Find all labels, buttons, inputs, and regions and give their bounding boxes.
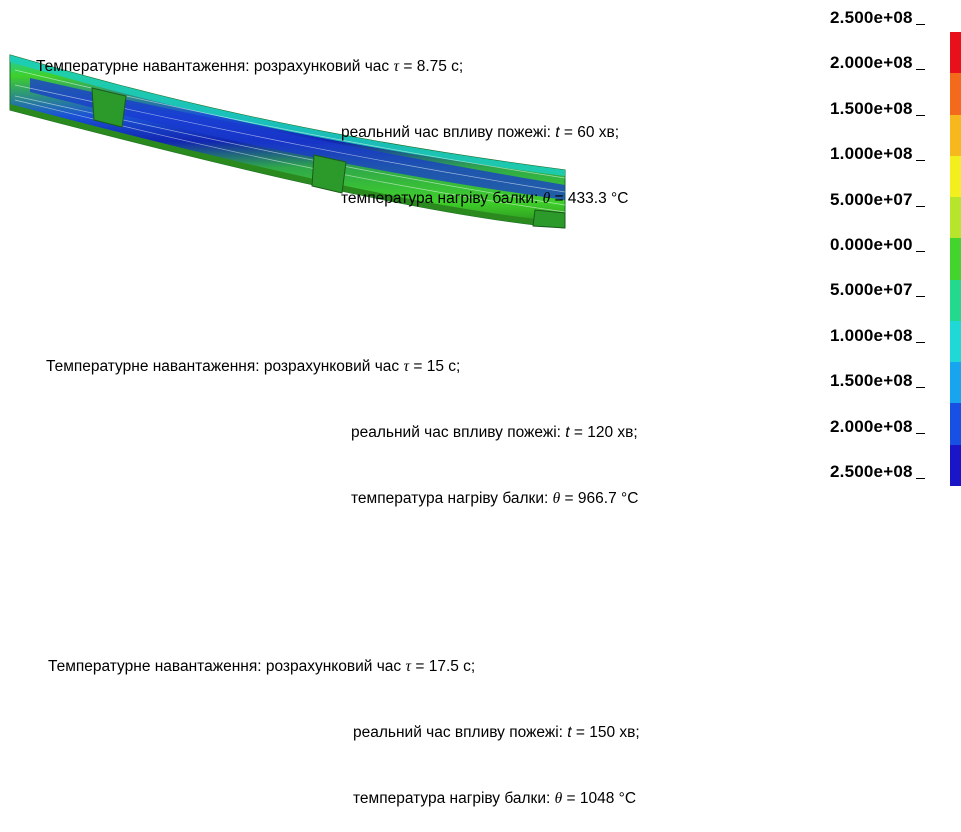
theta-symbol: θ [542,190,551,207]
beam-bottom-flange [10,104,565,228]
legend-color-band [950,73,961,115]
caption-text: реальний час впливу пожежі: [351,424,566,441]
caption-value: = 1048 °C [562,790,637,807]
caption-value: = 433.3 °C [550,190,629,207]
legend-label: 1.000e+08 [830,326,925,346]
theta-symbol: θ [554,790,563,807]
legend-label: 2.500e+08 [830,462,925,482]
caption-case-1: Температурне навантаження: розрахунковий… [36,12,628,232]
t-symbol: t [565,424,570,441]
beam-stiffener-3 [532,209,566,229]
caption-text: Температурне навантаження: розрахунковий… [46,358,404,375]
legend-color-band [950,444,961,486]
caption-3-line-1: Температурне навантаження: розрахунковий… [48,656,640,678]
beam-contour-lines [14,69,566,213]
tau-symbol: τ [403,358,410,375]
legend-label: 1.500e+08 [830,99,925,119]
tau-symbol: τ [393,58,400,75]
caption-text: Температурне навантаження: розрахунковий… [36,58,394,75]
legend-color-band [950,362,961,404]
caption-case-2: Температурне навантаження: розрахунковий… [46,312,638,532]
t-symbol: t [555,124,560,141]
caption-2-line-2: реальний час впливу пожежі: t = 120 хв; [46,422,638,444]
caption-value: = 150 хв; [571,724,640,741]
legend-color-band [950,197,961,239]
legend-label: 2.000e+08 [830,53,925,73]
caption-3-line-3: температура нагріву балки: θ = 1048 °C [48,788,640,810]
caption-1-line-1: Температурне навантаження: розрахунковий… [36,56,628,78]
legend-color-band [950,155,961,198]
legend-label: 5.000e+07 [830,280,925,300]
beam-stiffener-2 [311,154,347,194]
caption-1-line-2: реальний час впливу пожежі: t = 60 хв; [36,122,628,144]
caption-value: = 8.75 с; [399,58,464,75]
legend-label: 2.000e+08 [830,417,925,437]
legend-color-band [950,114,961,156]
tau-symbol: τ [405,658,412,675]
caption-value: = 120 хв; [569,424,638,441]
legend-label: 1.000e+08 [830,144,925,164]
theta-symbol: θ [552,490,561,507]
legend-label: 5.000e+07 [830,190,925,210]
caption-value: = 17.5 с; [411,658,476,675]
caption-text: Температурне навантаження: розрахунковий… [48,658,406,675]
legend-label: 2.500e+08 [830,8,925,28]
legend-colorbar [950,32,961,486]
caption-value: = 60 хв; [559,124,620,141]
caption-value: = 966.7 °C [560,490,639,507]
caption-3-line-2: реальний час впливу пожежі: t = 150 хв; [48,722,640,744]
beam-top-flange [10,55,565,176]
caption-1-line-3: температура нагріву балки: θ = 433.3 °C [36,188,628,210]
legend-label: 1.500e+08 [830,371,925,391]
beam-stress-contour-image [9,54,566,229]
caption-text: реальний час впливу пожежі: [353,724,568,741]
caption-text: температура нагріву балки: [341,190,543,207]
caption-text: температура нагріву балки: [351,490,553,507]
caption-2-line-3: температура нагріву балки: θ = 966.7 °C [46,488,638,510]
legend-color-band [950,279,961,321]
legend-color-band [950,238,961,280]
caption-2-line-1: Температурне навантаження: розрахунковий… [46,356,638,378]
caption-text: реальний час впливу пожежі: [341,124,556,141]
legend-color-band [950,320,961,363]
caption-value: = 15 с; [409,358,461,375]
caption-text: температура нагріву балки: [353,790,555,807]
legend-label: 0.000e+00 [830,235,925,255]
legend-color-band [950,403,961,445]
legend-color-band [950,32,961,74]
beam-stiffener-1 [91,87,127,128]
caption-case-3: Температурне навантаження: розрахунковий… [48,612,640,832]
